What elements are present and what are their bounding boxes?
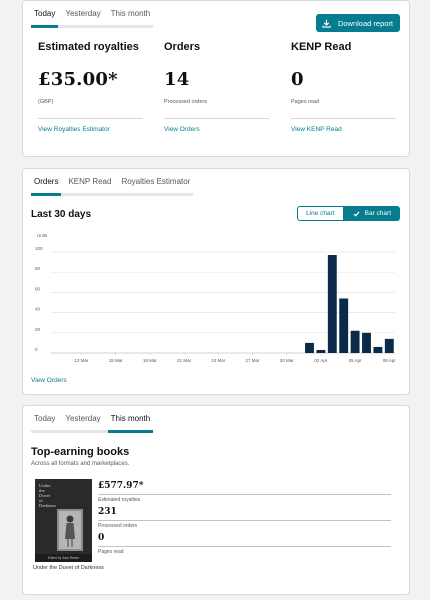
top-books-card: Today Yesterday This month Top-earning b…: [22, 405, 410, 595]
y-tick-label: 100: [35, 246, 43, 251]
book-cover-title: Under the Duvet of Darkness: [39, 483, 56, 508]
bar: [305, 342, 314, 353]
book-stat-label: Estimated royalties: [98, 497, 141, 503]
bar-chart-button[interactable]: Bar chart: [343, 206, 400, 221]
stat-sub: Processed orders: [164, 99, 208, 105]
tab-kenp-read[interactable]: KENP Read: [65, 177, 115, 196]
x-tick-label: 21 Mar: [177, 358, 192, 363]
divider: [291, 118, 396, 119]
y-tick-label: 80: [35, 266, 41, 271]
bar: [316, 349, 326, 353]
tab-orders[interactable]: Orders: [31, 177, 62, 196]
tab-today[interactable]: Today: [31, 9, 59, 28]
bar: [327, 255, 337, 353]
book-cover-art: Under the Duvet of Darkness Edited by Sa…: [35, 479, 92, 562]
section-title: Top-earning books: [31, 446, 130, 458]
book-cover-image[interactable]: Under the Duvet of Darkness Edited by Sa…: [35, 479, 92, 562]
stat-kenp: KENP Read 0 Pages read View KENP Read: [291, 41, 396, 133]
x-tick-label: 27 Mar: [245, 358, 260, 363]
divider: [98, 520, 391, 521]
tab-today[interactable]: Today: [31, 414, 59, 433]
tab-spacer: [114, 177, 119, 196]
book-stat-label: Processed orders: [98, 523, 138, 529]
tab-this-month[interactable]: This month: [107, 9, 154, 28]
stat-title: Orders: [164, 41, 201, 53]
x-tick-label: 08 Apr: [383, 358, 397, 363]
bar-chart-label: Bar chart: [364, 210, 391, 217]
chart-tabs: Orders KENP Read Royalties Estimator: [31, 177, 194, 196]
tab-spacer: [61, 177, 66, 196]
download-report-button[interactable]: Download report: [315, 14, 400, 32]
orders-chart-card: Orders KENP Read Royalties Estimator Las…: [22, 168, 410, 395]
tab-yesterday[interactable]: Yesterday: [62, 414, 104, 433]
stat-sub: (GBP): [38, 99, 54, 105]
book-stat-orders: 231 Processed orders: [98, 507, 391, 529]
y-tick-label: 20: [35, 327, 41, 332]
chart-title: Last 30 days: [31, 209, 92, 220]
book-cover-credit: Edited by Sara Reede: [48, 556, 79, 560]
stat-title: KENP Read: [291, 41, 352, 53]
x-tick-label: 12 Mar: [74, 358, 89, 363]
download-report-label: Download report: [337, 18, 393, 28]
tab-this-month[interactable]: This month: [107, 414, 154, 433]
tab-spacer: [58, 9, 63, 28]
summary-card: Today Yesterday This month Download repo…: [22, 0, 410, 157]
book-stat-label: Pages read: [98, 549, 124, 555]
download-icon: [322, 19, 331, 28]
bar: [350, 330, 360, 353]
stat-title: Estimated royalties: [38, 41, 139, 53]
book-stat-value: £577.97*: [98, 481, 144, 491]
book-stat-royalties: £577.97* Estimated royalties: [98, 481, 391, 503]
bar: [373, 346, 383, 353]
period-tabs: Today Yesterday This month: [31, 414, 154, 433]
stat-value: £35.00*: [38, 69, 118, 90]
bar: [339, 298, 349, 353]
y-tick-label: 40: [35, 307, 41, 312]
line-chart-button[interactable]: Line chart: [297, 206, 344, 221]
bar: [384, 338, 394, 353]
y-axis-label: Units: [37, 233, 48, 238]
tab-spacer: [103, 9, 108, 28]
view-royalties-estimator-link[interactable]: View Royalties Estimator: [38, 126, 110, 133]
period-tabs: Today Yesterday This month: [31, 9, 154, 28]
line-chart-label: Line chart: [306, 210, 335, 217]
y-tick-label: 60: [35, 286, 41, 291]
book-stat-value: 231: [98, 507, 117, 517]
view-orders-link[interactable]: View Orders: [31, 377, 67, 384]
stat-royalties: Estimated royalties £35.00* (GBP) View R…: [38, 41, 143, 133]
view-kenp-read-link[interactable]: View KENP Read: [291, 126, 342, 133]
tab-yesterday[interactable]: Yesterday: [62, 9, 104, 28]
divider: [38, 118, 143, 119]
book-stat-value: 0: [98, 533, 105, 543]
bar: [362, 332, 371, 353]
stat-value: 14: [164, 69, 190, 90]
stat-orders: Orders 14 Processed orders View Orders: [164, 41, 269, 133]
chart-type-toggle: Line chart Bar chart: [297, 206, 400, 221]
divider: [98, 494, 391, 495]
stat-sub: Pages read: [291, 99, 320, 105]
x-tick-label: 30 Mar: [280, 358, 295, 363]
book-stat-pages: 0 Pages read: [98, 533, 391, 555]
view-orders-link[interactable]: View Orders: [164, 126, 200, 133]
x-tick-label: 24 Mar: [211, 358, 226, 363]
orders-bar-chart: Units 0 20 40 60 80 100 12 Mar 15 Mar 18 Mar 21 Ma…: [35, 233, 397, 363]
section-subtitle: Across all formats and marketplaces.: [31, 461, 130, 467]
x-tick-label: 15 Mar: [109, 358, 124, 363]
tab-spacer: [58, 414, 63, 433]
x-tick-label: 02 Apr: [314, 358, 328, 363]
tab-spacer: [103, 414, 108, 433]
book-title[interactable]: Under the Duvet of Darkness: [33, 565, 104, 571]
x-tick-label: 18 Mar: [143, 358, 158, 363]
stat-value: 0: [291, 69, 304, 90]
divider: [164, 118, 269, 119]
x-tick-label: 05 Apr: [349, 358, 363, 363]
y-tick-label: 0: [35, 347, 38, 352]
check-icon: [353, 210, 360, 217]
divider: [98, 546, 391, 547]
tab-royalties-estimator[interactable]: Royalties Estimator: [118, 177, 194, 196]
